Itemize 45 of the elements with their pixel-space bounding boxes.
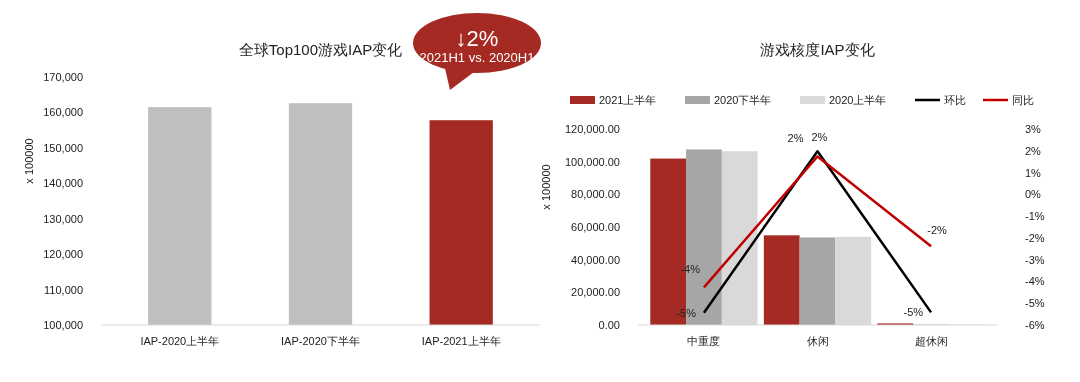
y2-tick-label: -1% [1025,210,1045,223]
x-tick-label: 休闲 [806,335,829,347]
x-tick-label: IAP-2021上半年 [421,335,501,347]
x-tick-label: 超休闲 [914,335,948,347]
y-tick-label: 60,000.00 [571,221,620,233]
y-tick-label: 100,000 [43,319,83,331]
x-tick-label: 中重度 [687,335,721,347]
y-tick-label: 140,000 [43,177,83,190]
y-tick-label: 0.00 [598,319,620,331]
legend-label: 2021上半年 [599,94,657,106]
y2-tick-label: -5% [1025,297,1045,310]
y-tick-label: 160,000 [43,106,83,119]
y-tick-label: 20,000.00 [571,286,620,299]
legend-label: 2020上半年 [829,94,887,106]
chart-title: 游戏核度IAP变化 [760,41,875,58]
y2-tick-label: 1% [1025,166,1042,179]
data-label: 2% [787,132,804,145]
data-label: 2% [811,131,828,144]
x-tick-label: IAP-2020下半年 [281,335,360,347]
data-label: -5% [903,306,924,319]
x-tick-label: IAP-2020上半年 [140,335,220,347]
y-tick-label: 170,000 [43,71,83,83]
y2-tick-label: -3% [1025,253,1045,266]
y2-tick-label: 3% [1025,123,1042,135]
y2-tick-label: -4% [1025,275,1045,288]
y-tick-label: 100,000.00 [564,155,620,168]
legend-label: 环比 [944,94,966,106]
y-tick-label: 110,000 [44,283,83,296]
y2-tick-label: -2% [1025,231,1045,244]
legend-label: 2020下半年 [714,94,772,106]
y2-tick-label: 0% [1025,188,1042,201]
y-tick-label: 130,000 [43,212,83,225]
y2-tick-label: 2% [1025,144,1042,157]
legend-label: 同比 [1012,94,1034,106]
y-axis-title: x 100000 [23,138,35,184]
y-tick-label: 150,000 [43,141,83,154]
data-label: -2% [927,224,948,237]
y-tick-label: 40,000.00 [571,253,620,266]
chart-title: 全球Top100游戏IAP变化 [238,41,403,58]
y-tick-label: 120,000.00 [564,123,620,135]
y-tick-label: 80,000.00 [571,188,620,201]
y-tick-label: 120,000 [43,248,83,261]
y-axis-title: x 100000 [540,164,552,210]
y2-tick-label: -6% [1025,319,1045,331]
text: ↓2% [455,26,499,51]
